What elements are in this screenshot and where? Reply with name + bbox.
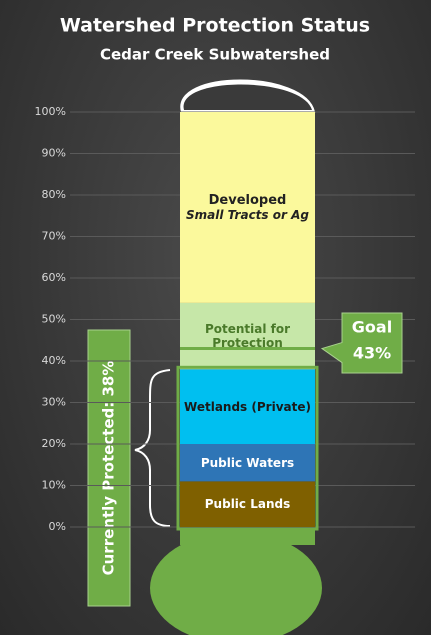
segment-name: Developed (208, 192, 287, 208)
y-tick-label: 0% (49, 520, 66, 533)
thermometer-cap-inner (183, 84, 312, 110)
chart-subtitle: Cedar Creek Subwatershed (100, 46, 330, 64)
y-tick-label: 90% (42, 147, 66, 160)
goal-value: 43% (353, 344, 391, 363)
protected-label: Currently Protected: 38% (100, 361, 118, 576)
bracket (134, 369, 171, 527)
segment-label: Wetlands (Private) (180, 369, 315, 444)
segment-label: Public Lands (180, 481, 315, 527)
segment-label: Public Waters (180, 444, 315, 481)
chart-title: Watershed Protection Status (60, 15, 370, 37)
segment-name: Public Lands (204, 497, 291, 512)
protected-box (87, 329, 131, 607)
segment-label: Potential for Protection (180, 303, 315, 369)
bar-segment (180, 444, 315, 482)
y-tick-label: 10% (42, 479, 66, 492)
bar-segment (180, 112, 315, 303)
y-tick-label: 70% (42, 230, 66, 243)
protected-outline (176, 365, 319, 531)
goal-label: Goal (352, 318, 392, 337)
y-tick-label: 50% (42, 313, 66, 326)
goal-callout (320, 312, 403, 374)
bar-segment (180, 302, 315, 370)
y-tick-label: 40% (42, 354, 66, 367)
y-tick-label: 30% (42, 396, 66, 409)
y-tick-label: 20% (42, 437, 66, 450)
segment-name: Wetlands (Private) (184, 399, 311, 414)
bar-segment (180, 481, 315, 527)
y-tick-label: 100% (35, 105, 66, 118)
segment-name: Potential for Protection (204, 322, 291, 351)
y-tick-label: 60% (42, 271, 66, 284)
segment-name: Public Waters (200, 455, 295, 470)
segment-note: Small Tracts or Ag (186, 207, 309, 222)
bar-segment (180, 369, 315, 444)
segment-label: Developed Small Tracts or Ag (180, 112, 315, 303)
y-tick-label: 80% (42, 188, 66, 201)
thermometer-bulb (150, 532, 322, 635)
